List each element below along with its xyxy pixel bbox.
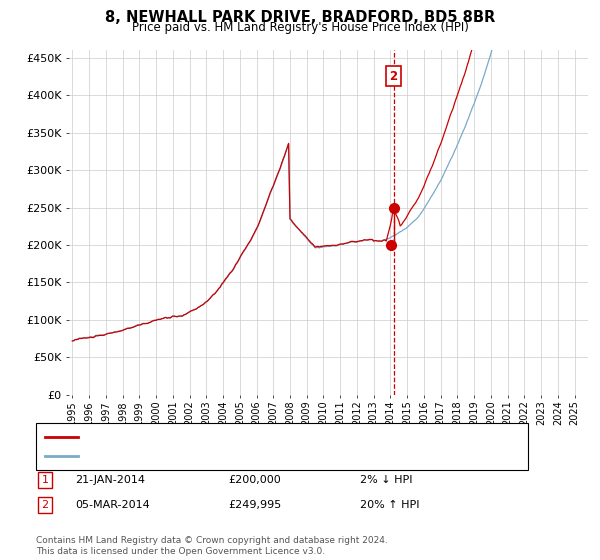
- Text: 05-MAR-2014: 05-MAR-2014: [75, 500, 150, 510]
- Text: £200,000: £200,000: [228, 475, 281, 485]
- Text: 2: 2: [41, 500, 49, 510]
- Text: 8, NEWHALL PARK DRIVE, BRADFORD, BD5 8BR: 8, NEWHALL PARK DRIVE, BRADFORD, BD5 8BR: [105, 10, 495, 25]
- Text: 2% ↓ HPI: 2% ↓ HPI: [360, 475, 413, 485]
- Text: £249,995: £249,995: [228, 500, 281, 510]
- Text: Price paid vs. HM Land Registry's House Price Index (HPI): Price paid vs. HM Land Registry's House …: [131, 21, 469, 34]
- Text: Contains HM Land Registry data © Crown copyright and database right 2024.
This d: Contains HM Land Registry data © Crown c…: [36, 536, 388, 556]
- Text: 21-JAN-2014: 21-JAN-2014: [75, 475, 145, 485]
- Text: 2: 2: [389, 70, 398, 83]
- Text: 20% ↑ HPI: 20% ↑ HPI: [360, 500, 419, 510]
- Text: 8, NEWHALL PARK DRIVE, BRADFORD, BD5 8BR (detached house): 8, NEWHALL PARK DRIVE, BRADFORD, BD5 8BR…: [85, 432, 427, 442]
- Text: 1: 1: [41, 475, 49, 485]
- Text: HPI: Average price, detached house, Bradford: HPI: Average price, detached house, Brad…: [85, 451, 323, 461]
